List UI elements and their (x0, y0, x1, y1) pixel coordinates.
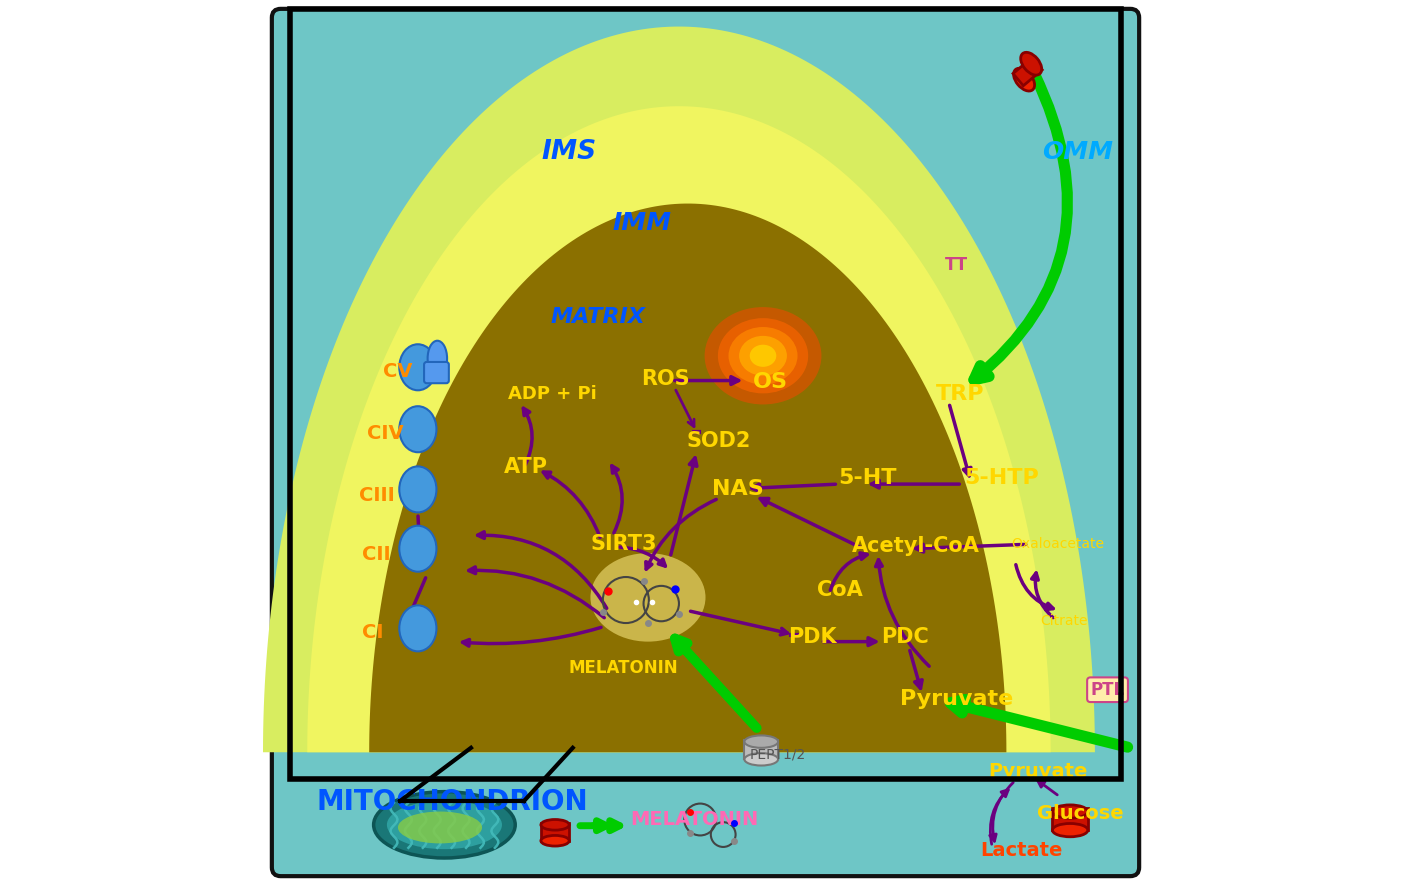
Text: PEPT1/2: PEPT1/2 (749, 747, 806, 761)
Ellipse shape (387, 800, 502, 850)
Text: CoA: CoA (817, 581, 862, 600)
Ellipse shape (1053, 805, 1088, 818)
Ellipse shape (1020, 52, 1041, 75)
Ellipse shape (1013, 68, 1034, 91)
Text: TRP: TRP (935, 384, 983, 404)
Ellipse shape (399, 605, 436, 651)
Text: Glucose: Glucose (1037, 804, 1125, 823)
Ellipse shape (540, 820, 569, 830)
Text: Citrate: Citrate (1040, 614, 1088, 628)
Text: NAS: NAS (711, 479, 763, 498)
Text: OMM: OMM (1041, 141, 1113, 165)
Text: CII: CII (363, 545, 391, 565)
Ellipse shape (398, 812, 483, 843)
Text: PTL: PTL (1091, 681, 1125, 699)
Ellipse shape (540, 835, 569, 846)
Text: CIV: CIV (367, 424, 404, 443)
Text: MELATONIN: MELATONIN (569, 659, 677, 677)
Ellipse shape (728, 327, 797, 384)
Text: PDK: PDK (787, 627, 837, 647)
Ellipse shape (718, 319, 809, 393)
Polygon shape (1013, 58, 1043, 86)
Text: Oxaloacetate: Oxaloacetate (1010, 537, 1103, 551)
Text: CIII: CIII (358, 486, 394, 505)
Text: ROS: ROS (641, 369, 690, 389)
Text: Pyruvate: Pyruvate (989, 762, 1088, 781)
Text: Acetyl-CoA: Acetyl-CoA (851, 536, 979, 556)
FancyBboxPatch shape (540, 823, 569, 841)
FancyBboxPatch shape (745, 740, 777, 759)
Text: MITOCHONDRION: MITOCHONDRION (316, 788, 588, 816)
Ellipse shape (590, 553, 706, 642)
Text: SOD2: SOD2 (686, 431, 751, 450)
Text: MATRIX: MATRIX (550, 307, 645, 327)
Text: Lactate: Lactate (979, 841, 1062, 860)
Ellipse shape (739, 335, 787, 375)
Text: 5-HT: 5-HT (838, 468, 897, 488)
Ellipse shape (399, 406, 436, 452)
Text: CV: CV (384, 362, 413, 381)
Text: ADP + Pi: ADP + Pi (508, 385, 597, 403)
Ellipse shape (374, 791, 515, 858)
Text: 5-HTP: 5-HTP (964, 468, 1038, 488)
Text: SIRT3: SIRT3 (590, 535, 658, 554)
Text: OS: OS (752, 373, 787, 392)
Text: CI: CI (363, 623, 384, 643)
Text: IMM: IMM (612, 212, 672, 235)
Text: Pyruvate: Pyruvate (900, 689, 1013, 709)
FancyBboxPatch shape (425, 362, 449, 383)
Ellipse shape (1053, 823, 1088, 837)
Ellipse shape (428, 341, 447, 376)
Ellipse shape (399, 526, 436, 572)
Text: IMS: IMS (542, 139, 597, 165)
Ellipse shape (745, 753, 777, 766)
Ellipse shape (399, 466, 436, 512)
Ellipse shape (749, 344, 776, 366)
Ellipse shape (399, 344, 436, 390)
Text: PDC: PDC (880, 627, 928, 647)
Polygon shape (308, 106, 1051, 752)
FancyBboxPatch shape (1053, 808, 1088, 830)
Text: TT: TT (944, 257, 968, 274)
Ellipse shape (704, 307, 821, 404)
Polygon shape (262, 27, 1095, 752)
FancyBboxPatch shape (272, 9, 1139, 876)
Text: MELATONIN: MELATONIN (631, 810, 759, 829)
Ellipse shape (745, 735, 777, 748)
Text: ATP: ATP (504, 458, 547, 477)
Polygon shape (370, 204, 1006, 752)
